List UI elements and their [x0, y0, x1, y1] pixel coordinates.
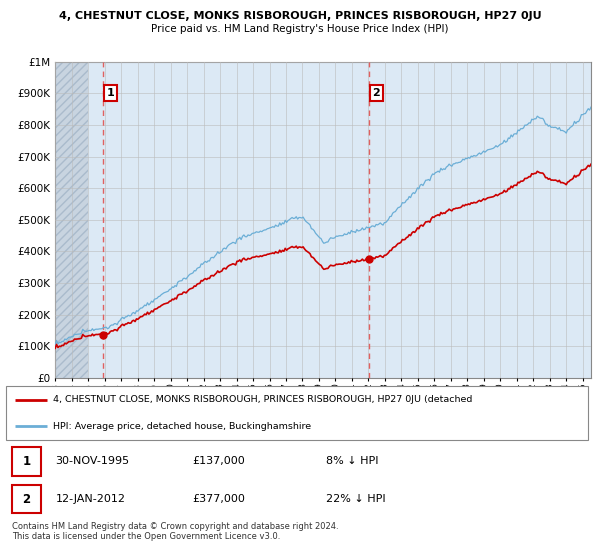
Text: £137,000: £137,000: [192, 456, 245, 466]
Text: 8% ↓ HPI: 8% ↓ HPI: [326, 456, 379, 466]
Text: 22% ↓ HPI: 22% ↓ HPI: [326, 494, 386, 504]
Text: 1: 1: [22, 455, 31, 468]
Text: 30-NOV-1995: 30-NOV-1995: [55, 456, 130, 466]
Text: Price paid vs. HM Land Registry's House Price Index (HPI): Price paid vs. HM Land Registry's House …: [151, 24, 449, 34]
Text: 2: 2: [22, 493, 31, 506]
Text: 1: 1: [107, 88, 115, 98]
FancyBboxPatch shape: [6, 386, 588, 440]
Bar: [55, 62, 88, 378]
Text: 4, CHESTNUT CLOSE, MONKS RISBOROUGH, PRINCES RISBOROUGH, HP27 0JU: 4, CHESTNUT CLOSE, MONKS RISBOROUGH, PRI…: [59, 11, 541, 21]
Text: 4, CHESTNUT CLOSE, MONKS RISBOROUGH, PRINCES RISBOROUGH, HP27 0JU (detached: 4, CHESTNUT CLOSE, MONKS RISBOROUGH, PRI…: [53, 395, 472, 404]
Text: HPI: Average price, detached house, Buckinghamshire: HPI: Average price, detached house, Buck…: [53, 422, 311, 431]
FancyBboxPatch shape: [12, 485, 41, 514]
Text: £377,000: £377,000: [192, 494, 245, 504]
Text: 2: 2: [373, 88, 380, 98]
FancyBboxPatch shape: [12, 447, 41, 475]
Text: Contains HM Land Registry data © Crown copyright and database right 2024.
This d: Contains HM Land Registry data © Crown c…: [12, 522, 338, 542]
Text: 12-JAN-2012: 12-JAN-2012: [55, 494, 125, 504]
